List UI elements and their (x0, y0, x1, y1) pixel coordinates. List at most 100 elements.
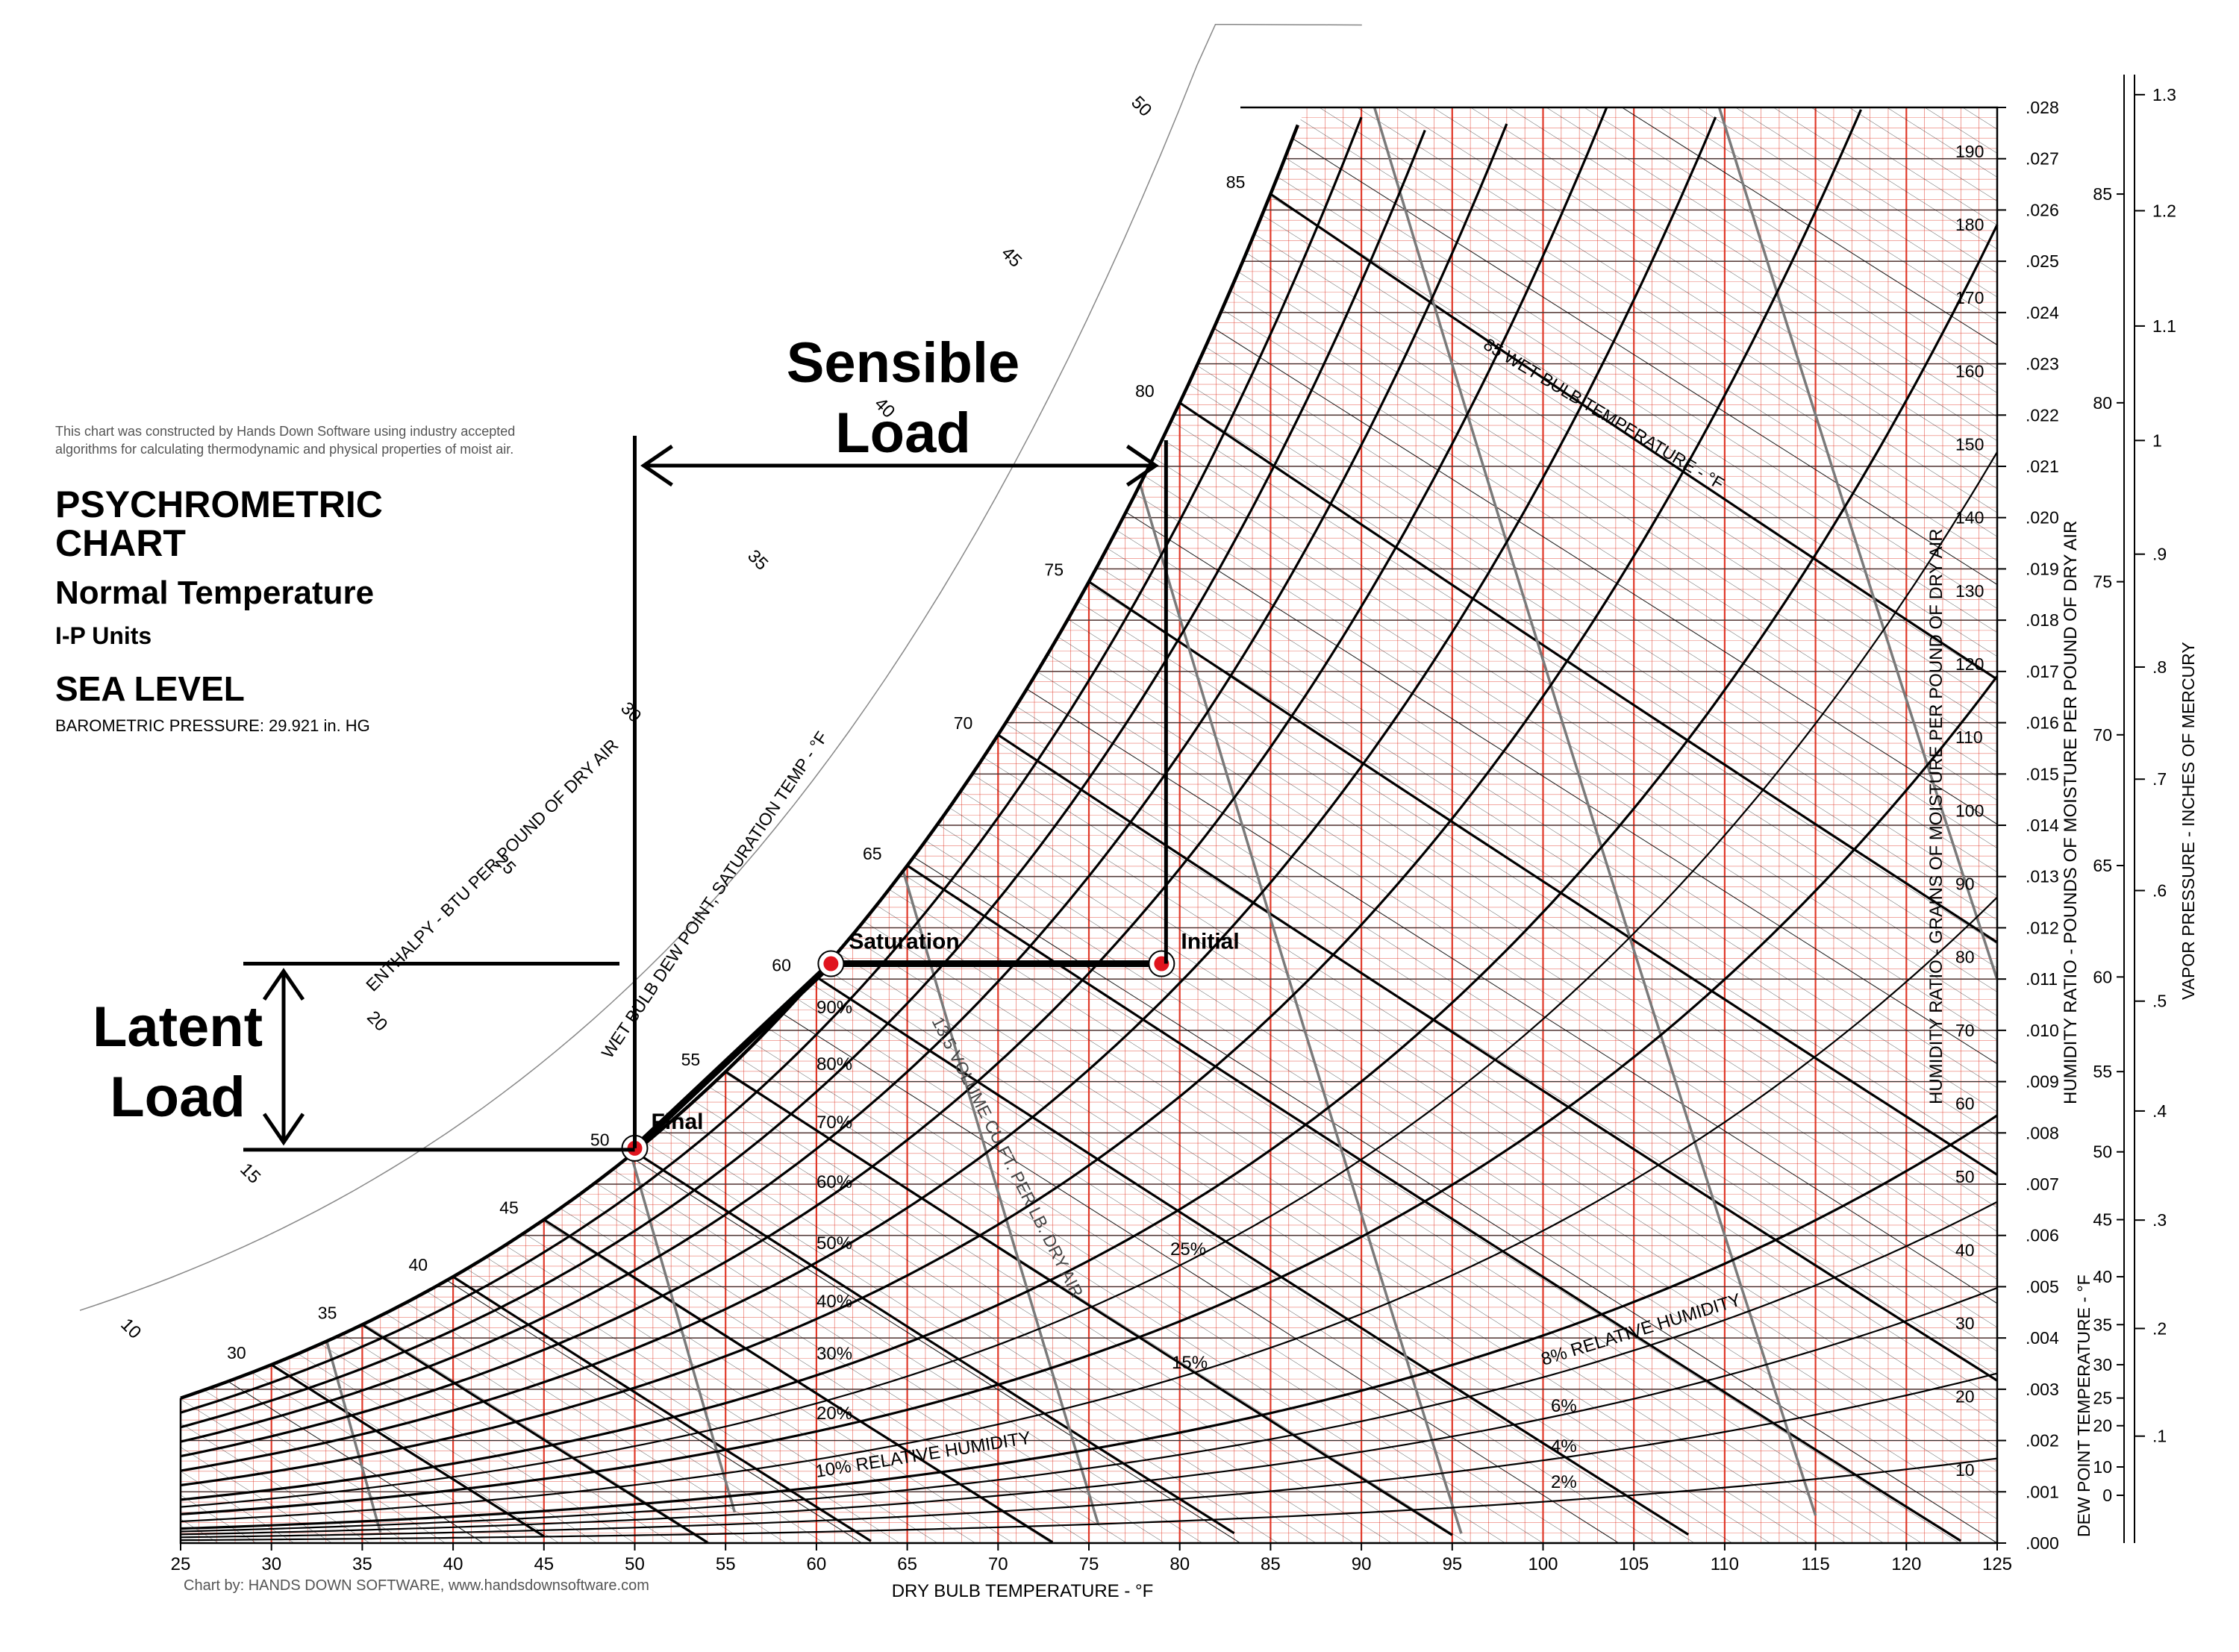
enthalpy-line (181, 454, 1808, 1543)
vapor-tick-label: .8 (2152, 657, 2167, 677)
enthalpy-line (181, 107, 1997, 1543)
rh-label: 8% RELATIVE HUMIDITY (1539, 1290, 1743, 1370)
rh-label: 60% (816, 1172, 852, 1192)
w-tick-label: .017 (2026, 662, 2059, 681)
rh-curve (180, 1114, 1998, 1530)
enthalpy-line (90, 1486, 181, 1543)
x-tick-label: 105 (1619, 1554, 1649, 1574)
rh-label: 15% (1172, 1353, 1208, 1373)
enthalpy-line (181, 1413, 295, 1543)
volume-line (1351, 107, 1817, 1516)
sensible-load-label: Sensible Load (786, 331, 1020, 465)
saturation-temp-label: 35 (318, 1303, 337, 1322)
w-tick-label: .008 (2026, 1123, 2059, 1142)
enthalpy-line (181, 107, 1997, 1543)
w-tick-label: .018 (2026, 610, 2059, 630)
enthalpy-line (90, 1533, 104, 1543)
x-tick-label: 30 (261, 1554, 281, 1574)
wetbulb-line (1178, 401, 1997, 944)
x-tick-label: 120 (1891, 1554, 1921, 1574)
w-tick-label: .004 (2026, 1328, 2059, 1348)
enthalpy-tick-label: 20 (363, 1007, 391, 1036)
x-tick-label: 60 (807, 1554, 827, 1574)
process-point-label: Final (652, 1110, 704, 1134)
vapor-tick-label: .6 (2152, 880, 2167, 900)
x-tick-label: 125 (1982, 1554, 2012, 1574)
process-point (823, 956, 839, 972)
dewpoint-tick-label: 55 (2093, 1062, 2112, 1081)
dewpoint-tick-label: 70 (2093, 725, 2112, 745)
w-tick-label: .011 (2026, 969, 2058, 989)
rh-curve (180, 129, 1426, 1429)
x-tick-label: 115 (1801, 1554, 1829, 1574)
w-tick-label: .023 (2026, 354, 2059, 374)
w-tick-label: .019 (2026, 559, 2059, 578)
x-tick-label: 75 (1079, 1554, 1099, 1574)
enthalpy-line (181, 107, 1997, 1543)
vapor-tick-label: .9 (2152, 545, 2167, 564)
rh-label: 4% (1551, 1436, 1577, 1457)
enthalpy-line (181, 107, 1997, 1543)
rh-curve (180, 1457, 1998, 1542)
enthalpy-line (181, 1126, 749, 1543)
process-path (632, 960, 1162, 1151)
dewpoint-tick-label: 60 (2093, 967, 2112, 986)
grains-tick-label: 30 (1955, 1314, 1975, 1333)
enthalpy-line (181, 503, 1733, 1543)
saturation-temp-label: 55 (681, 1050, 701, 1069)
w-tick-label: .000 (2026, 1533, 2059, 1553)
enthalpy-line (181, 107, 1997, 1543)
wetbulb-axis-label: 85 WET BULB TEMPERATURE - °F (1480, 334, 1727, 493)
enthalpy-line (181, 1437, 257, 1543)
grains-tick-label: 130 (1955, 581, 1984, 601)
enthalpy-line (181, 1269, 522, 1543)
dewpoint-tick-label: 40 (2093, 1267, 2112, 1286)
x-tick-label: 35 (352, 1554, 372, 1574)
sensible-arrowhead-right (1125, 444, 1159, 487)
rh-curve (180, 896, 1998, 1523)
enthalpy-line (181, 107, 1997, 1543)
rh-label: 6% (1551, 1396, 1577, 1416)
latent-arrowhead-bottom (262, 1113, 305, 1146)
dewpoint-axis-label: DEW POINT TEMPERATURE - °F (2074, 1274, 2093, 1537)
enthalpy-line (181, 107, 1997, 1543)
rh-curve (180, 675, 1999, 1515)
enthalpy-line (181, 287, 1997, 1543)
x-tick-label: 85 (1261, 1554, 1281, 1574)
w-tick-label: .028 (2026, 98, 2059, 117)
vapor-tick-label: .2 (2152, 1318, 2167, 1338)
wetbulb-line (1270, 193, 1997, 680)
units-label: I-P Units (55, 622, 152, 649)
process-layer: Initial Saturation Final (243, 436, 1240, 1162)
saturation-temp-label: 50 (590, 1130, 610, 1150)
enthalpy-line (181, 107, 1997, 1543)
rh-label: 50% (816, 1233, 852, 1254)
w-tick-label: .006 (2026, 1226, 2059, 1245)
enthalpy-line (181, 107, 1997, 1543)
w-tick-label: .005 (2026, 1277, 2059, 1296)
w-tick-label: .010 (2026, 1021, 2059, 1040)
vapor-tick-label: .5 (2152, 992, 2167, 1011)
x-tick-label: 45 (534, 1554, 554, 1574)
rh-label: 2% (1551, 1472, 1577, 1492)
enthalpy-line (181, 107, 1997, 1543)
saturation-temp-label: 45 (499, 1198, 519, 1218)
w-tick-label: .022 (2026, 405, 2059, 425)
x-tick-label: 100 (1528, 1554, 1558, 1574)
vapor-axis-label: VAPOR PRESSURE - INCHES OF MERCURY (2179, 642, 2198, 1000)
rh-label: 25% (1170, 1239, 1206, 1260)
rh-curve (180, 124, 1299, 1400)
saturation-temp-label: 30 (227, 1343, 246, 1362)
vapor-tick-label: 1.1 (2152, 316, 2176, 336)
w-tick-label: .027 (2026, 149, 2059, 169)
volume-axis-label: 13.5 VOLUME CU.FT. PER LB. DRY AIR (928, 1013, 1087, 1301)
grains-tick-label: 190 (1955, 142, 1984, 161)
enthalpy-line (181, 107, 1997, 1543)
dewpoint-tick-label: 30 (2093, 1355, 2112, 1374)
grains-tick-label: 170 (1955, 288, 1984, 307)
w-tick-label: .025 (2026, 251, 2059, 271)
vapor-tick-label: 1 (2152, 431, 2162, 450)
x-tick-label: 95 (1442, 1554, 1462, 1574)
saturation-temp-label: 80 (1135, 381, 1155, 401)
grains-tick-label: 50 (1955, 1167, 1975, 1186)
